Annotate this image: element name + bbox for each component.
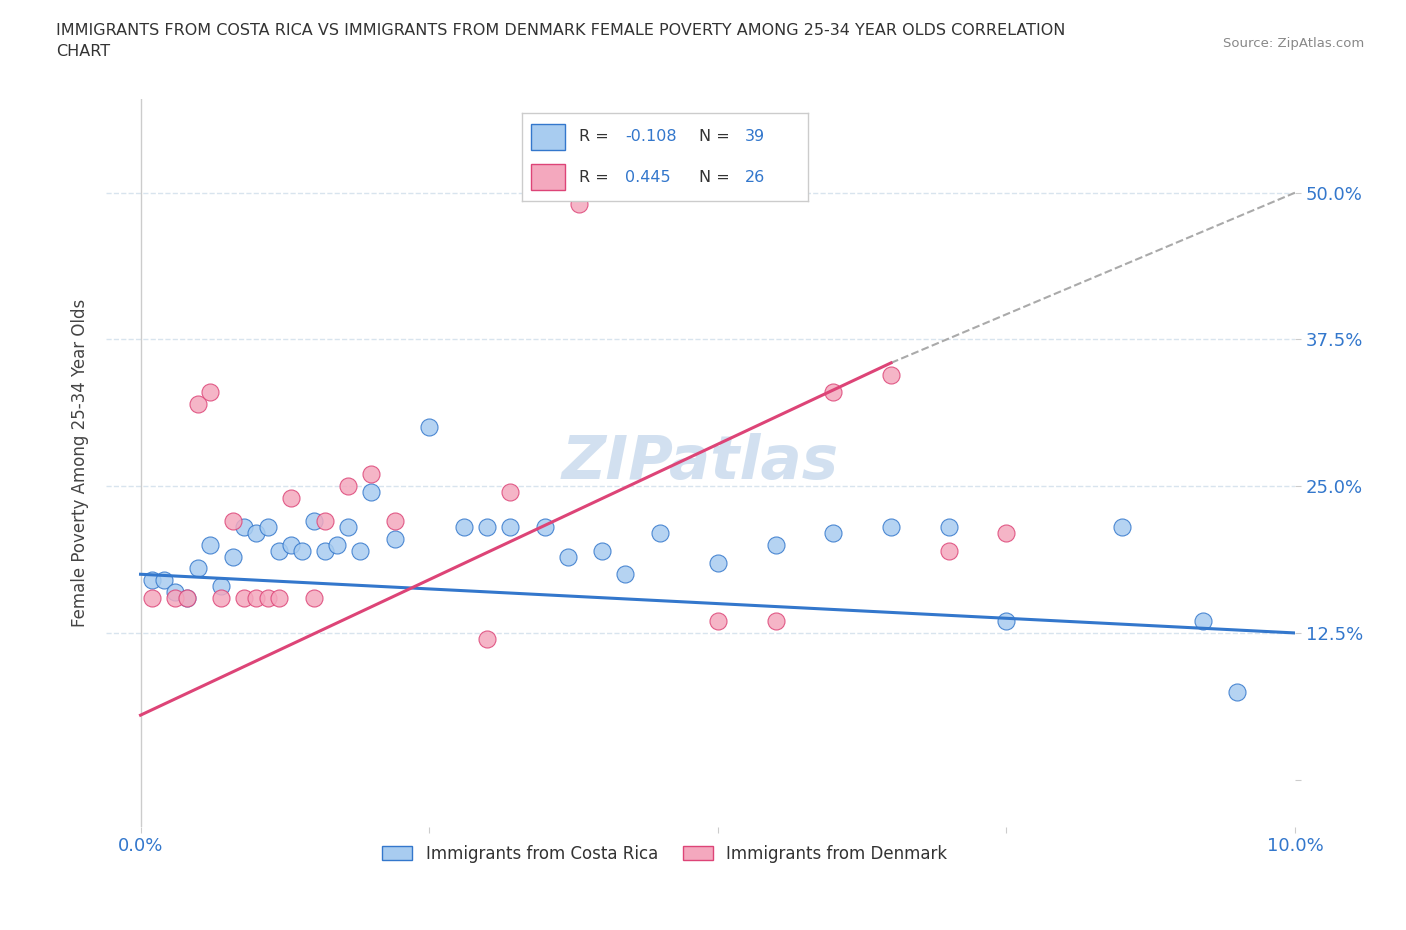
Point [209,591,232,605]
Point [475,631,498,646]
Point [1111,520,1133,535]
Point [614,566,637,581]
Point [384,514,406,529]
Point [280,538,302,552]
Point [141,573,163,588]
Point [291,543,314,558]
Point [765,614,787,629]
Point [256,520,278,535]
Point [165,584,187,599]
Point [1191,614,1213,629]
Point [823,385,845,400]
Point [499,485,522,499]
Point [337,520,360,535]
Point [314,514,336,529]
Point [707,555,730,570]
Point [707,614,730,629]
Point [209,578,232,593]
Point [568,197,591,212]
Point [165,591,187,605]
Point [176,591,198,605]
Point [880,367,903,382]
Point [280,490,302,505]
Point [187,396,209,411]
Legend: Immigrants from Costa Rica, Immigrants from Denmark: Immigrants from Costa Rica, Immigrants f… [375,838,955,870]
Point [326,538,349,552]
Point [938,520,960,535]
Point [256,591,278,605]
Point [152,573,174,588]
Point [648,525,671,540]
Point [222,514,245,529]
Point [198,385,221,400]
Point [187,561,209,576]
Point [302,514,325,529]
Point [823,525,845,540]
Point [141,591,163,605]
Point [245,525,267,540]
Point [533,520,555,535]
Point [384,532,406,547]
Text: Source: ZipAtlas.com: Source: ZipAtlas.com [1223,37,1364,50]
Point [245,591,267,605]
Point [591,543,613,558]
Point [222,550,245,565]
Point [938,543,960,558]
Point [765,538,787,552]
Text: ZIPatlas: ZIPatlas [562,433,839,492]
Point [233,520,256,535]
Point [360,485,382,499]
Point [880,520,903,535]
Point [176,591,198,605]
Text: IMMIGRANTS FROM COSTA RICA VS IMMIGRANTS FROM DENMARK FEMALE POVERTY AMONG 25-34: IMMIGRANTS FROM COSTA RICA VS IMMIGRANTS… [56,23,1066,60]
Point [337,479,360,494]
Point [453,520,475,535]
Point [418,420,440,435]
Point [475,520,498,535]
Point [314,543,336,558]
Point [198,538,221,552]
Point [1226,684,1249,699]
Point [995,525,1018,540]
Point [233,591,256,605]
Y-axis label: Female Poverty Among 25-34 Year Olds: Female Poverty Among 25-34 Year Olds [72,299,89,627]
Point [302,591,325,605]
Point [995,614,1018,629]
Point [267,543,290,558]
Point [499,520,522,535]
Point [267,591,290,605]
Point [360,467,382,482]
Point [349,543,371,558]
Point [557,550,579,565]
